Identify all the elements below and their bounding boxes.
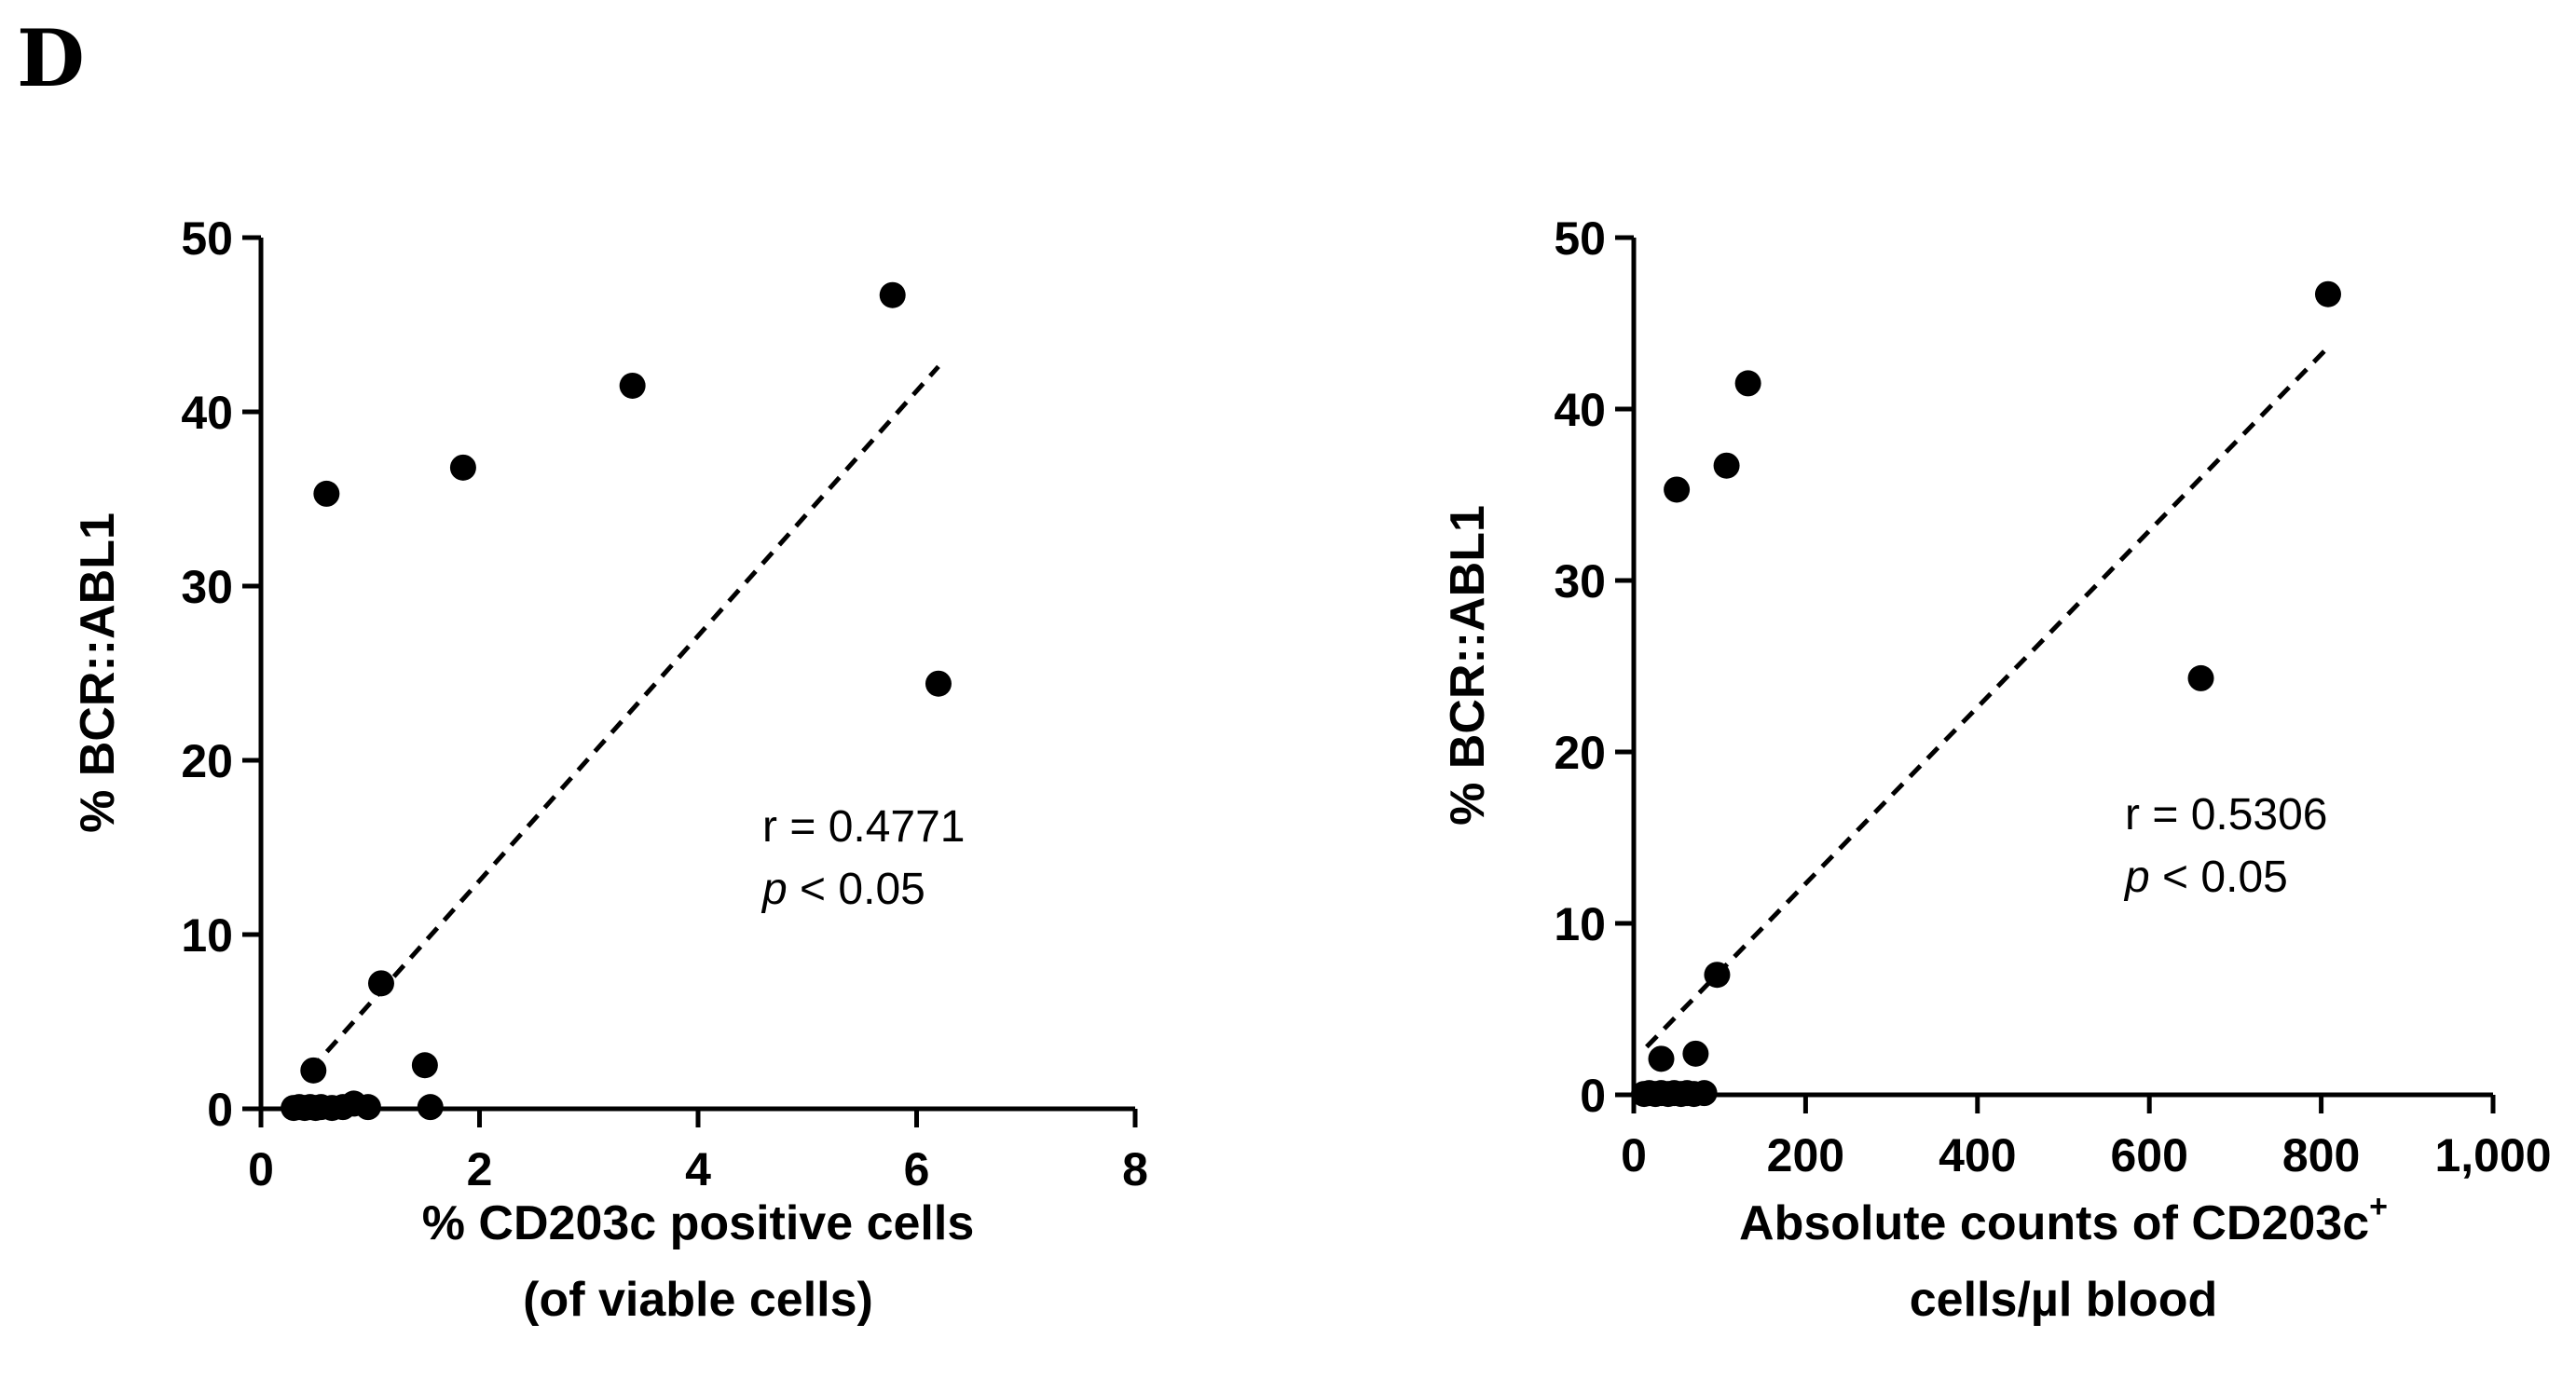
y-tick-label: 50 xyxy=(1554,212,1606,265)
regression-fit-line xyxy=(308,364,940,1072)
x-tick-label: 6 xyxy=(904,1143,930,1195)
x-tick-label: 0 xyxy=(1621,1129,1647,1181)
data-point xyxy=(2314,280,2341,307)
y-axis-title: % BCR::ABL1 xyxy=(1441,505,1495,826)
x-tick-label: 1,000 xyxy=(2434,1129,2551,1181)
correlation-r-label: r = 0.5306 xyxy=(2125,790,2328,840)
y-tick-label: 40 xyxy=(1554,384,1606,436)
y-tick-label: 20 xyxy=(1554,727,1606,779)
x-axis-title-line-2: cells/µl blood xyxy=(1910,1273,2217,1327)
data-point xyxy=(367,970,394,997)
y-tick-label: 0 xyxy=(1580,1070,1606,1122)
regression-fit-line xyxy=(1645,346,2330,1049)
y-tick-label: 30 xyxy=(181,561,233,613)
data-point xyxy=(1704,962,1731,989)
p-value-label: p < 0.05 xyxy=(2123,853,2288,902)
x-tick-label: 8 xyxy=(1122,1143,1148,1195)
p-threshold: < 0.05 xyxy=(2150,853,2288,902)
data-point xyxy=(1682,1040,1709,1067)
x-axis-title-superscript: + xyxy=(2369,1189,2388,1224)
x-tick-label: 4 xyxy=(685,1143,711,1195)
data-point xyxy=(1734,370,1761,397)
data-point xyxy=(300,1057,327,1084)
y-tick-label: 50 xyxy=(181,212,233,265)
y-tick-label: 10 xyxy=(1554,898,1606,950)
x-axis-title-main: Absolute counts of CD203c xyxy=(1739,1196,2369,1250)
p-value-label: p < 0.05 xyxy=(760,865,925,914)
y-tick-label: 30 xyxy=(1554,555,1606,608)
data-point xyxy=(1691,1080,1718,1107)
x-tick-label: 800 xyxy=(2282,1129,2360,1181)
p-symbol: p xyxy=(2123,853,2150,902)
p-threshold: < 0.05 xyxy=(788,865,925,914)
x-axis-title-line-1: Absolute counts of CD203c+ xyxy=(1739,1189,2388,1250)
data-point xyxy=(449,454,476,481)
y-tick-label: 0 xyxy=(207,1084,233,1136)
data-point xyxy=(313,480,340,507)
p-symbol: p xyxy=(760,865,788,914)
y-tick-label: 10 xyxy=(181,909,233,962)
data-point xyxy=(411,1052,438,1079)
x-tick-label: 200 xyxy=(1767,1129,1844,1181)
data-point xyxy=(925,670,952,697)
x-tick-label: 600 xyxy=(2110,1129,2187,1181)
x-tick-label: 400 xyxy=(1939,1129,2016,1181)
x-tick-label: 2 xyxy=(467,1143,493,1195)
data-point xyxy=(879,281,906,308)
data-point xyxy=(1648,1045,1675,1072)
x-tick-label: 0 xyxy=(248,1143,274,1195)
x-axis-title-line-2: (of viable cells) xyxy=(523,1273,873,1327)
y-axis-title: % BCR::ABL1 xyxy=(71,512,125,833)
panel-label: D xyxy=(17,12,85,104)
data-point xyxy=(1713,452,1740,479)
data-point xyxy=(2187,664,2214,691)
data-point xyxy=(619,372,646,399)
x-axis-title-line-1: % CD203c positive cells xyxy=(422,1196,975,1250)
data-point xyxy=(354,1094,381,1121)
axes-right: 0 10 20 30 40 50 0 200 400 600 800 1,000 xyxy=(1554,212,2551,1181)
y-tick-label: 40 xyxy=(181,387,233,439)
data-point xyxy=(417,1094,444,1121)
axes-left: 0 10 20 30 40 50 0 2 4 6 8 xyxy=(181,212,1148,1195)
correlation-r-label: r = 0.4771 xyxy=(762,802,966,852)
y-tick-label: 20 xyxy=(181,735,233,787)
data-point xyxy=(1664,476,1691,503)
